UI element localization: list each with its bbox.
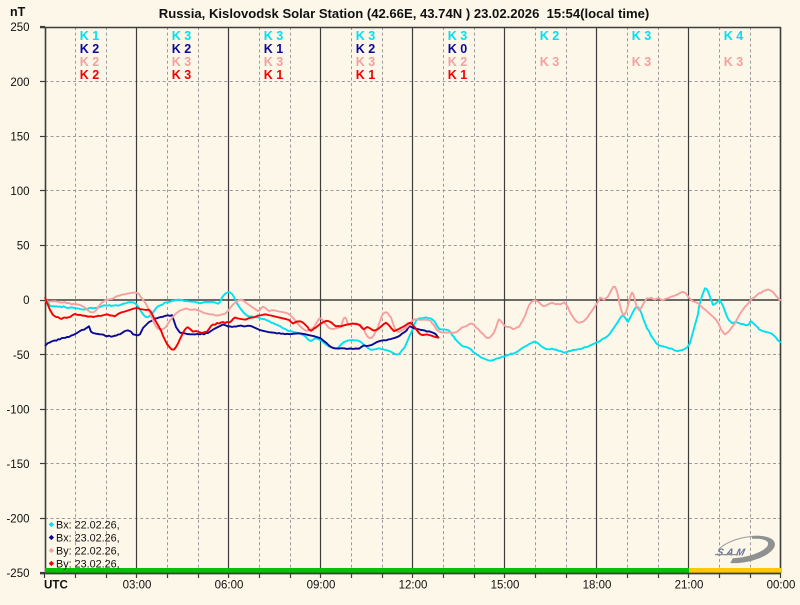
svg-text:100: 100: [10, 186, 29, 198]
svg-text:K 2: K 2: [356, 42, 376, 56]
svg-text:K 3: K 3: [264, 29, 284, 43]
svg-text:K 3: K 3: [448, 29, 468, 43]
svg-text:09:00: 09:00: [307, 580, 336, 592]
svg-text:K 1: K 1: [356, 68, 376, 82]
svg-text:0: 0: [23, 295, 29, 307]
svg-text:UTC: UTC: [44, 579, 68, 592]
svg-text:K 2: K 2: [540, 29, 560, 43]
svg-text:03:00: 03:00: [123, 580, 152, 592]
svg-text:K 1: K 1: [448, 68, 468, 82]
svg-text:Bx: 22.02.26,: Bx: 22.02.26,: [56, 519, 120, 531]
svg-text:K 1: K 1: [264, 42, 284, 56]
svg-text:K 2: K 2: [80, 55, 100, 69]
svg-text:00:00: 00:00: [767, 580, 796, 592]
svg-text:-100: -100: [6, 404, 29, 416]
svg-text:nT: nT: [10, 5, 26, 19]
svg-text:K 0: K 0: [448, 42, 468, 56]
svg-text:K 3: K 3: [264, 55, 284, 69]
svg-text:21:00: 21:00: [675, 580, 704, 592]
svg-text:50: 50: [17, 241, 30, 253]
svg-text:K 3: K 3: [540, 55, 560, 69]
svg-text:18:00: 18:00: [583, 580, 612, 592]
svg-text:K 3: K 3: [632, 29, 652, 43]
svg-text:K 2: K 2: [448, 55, 468, 69]
svg-text:K 1: K 1: [80, 29, 100, 43]
svg-text:K 3: K 3: [172, 68, 192, 82]
svg-text:-250: -250: [6, 568, 29, 580]
svg-text:K 3: K 3: [724, 55, 744, 69]
svg-text:-200: -200: [6, 514, 29, 526]
svg-text:15:00: 15:00: [491, 580, 520, 592]
svg-text:-50: -50: [13, 350, 30, 362]
svg-text:200: 200: [10, 77, 29, 89]
svg-text:K 2: K 2: [80, 68, 100, 82]
svg-text:K 3: K 3: [632, 55, 652, 69]
svg-text:-150: -150: [6, 459, 29, 471]
svg-text:K 2: K 2: [172, 42, 192, 56]
svg-text:Bx: 23.02.26,: Bx: 23.02.26,: [56, 532, 120, 544]
svg-text:Russia, Kislovodsk Solar Stati: Russia, Kislovodsk Solar Station (42.66E…: [159, 6, 650, 21]
svg-text:12:00: 12:00: [399, 580, 428, 592]
svg-text:06:00: 06:00: [215, 580, 244, 592]
svg-text:K 1: K 1: [264, 68, 284, 82]
svg-text:K 3: K 3: [356, 29, 376, 43]
svg-text:K 3: K 3: [356, 55, 376, 69]
svg-text:SAM: SAM: [715, 548, 748, 559]
svg-text:K 3: K 3: [172, 29, 192, 43]
svg-text:K 2: K 2: [80, 42, 100, 56]
svg-text:By: 23.02.26,: By: 23.02.26,: [56, 558, 120, 570]
svg-text:250: 250: [10, 22, 29, 34]
svg-text:K 4: K 4: [724, 29, 744, 43]
svg-text:K 3: K 3: [172, 55, 192, 69]
svg-text:150: 150: [10, 131, 29, 143]
svg-text:By: 22.02.26,: By: 22.02.26,: [56, 545, 120, 557]
